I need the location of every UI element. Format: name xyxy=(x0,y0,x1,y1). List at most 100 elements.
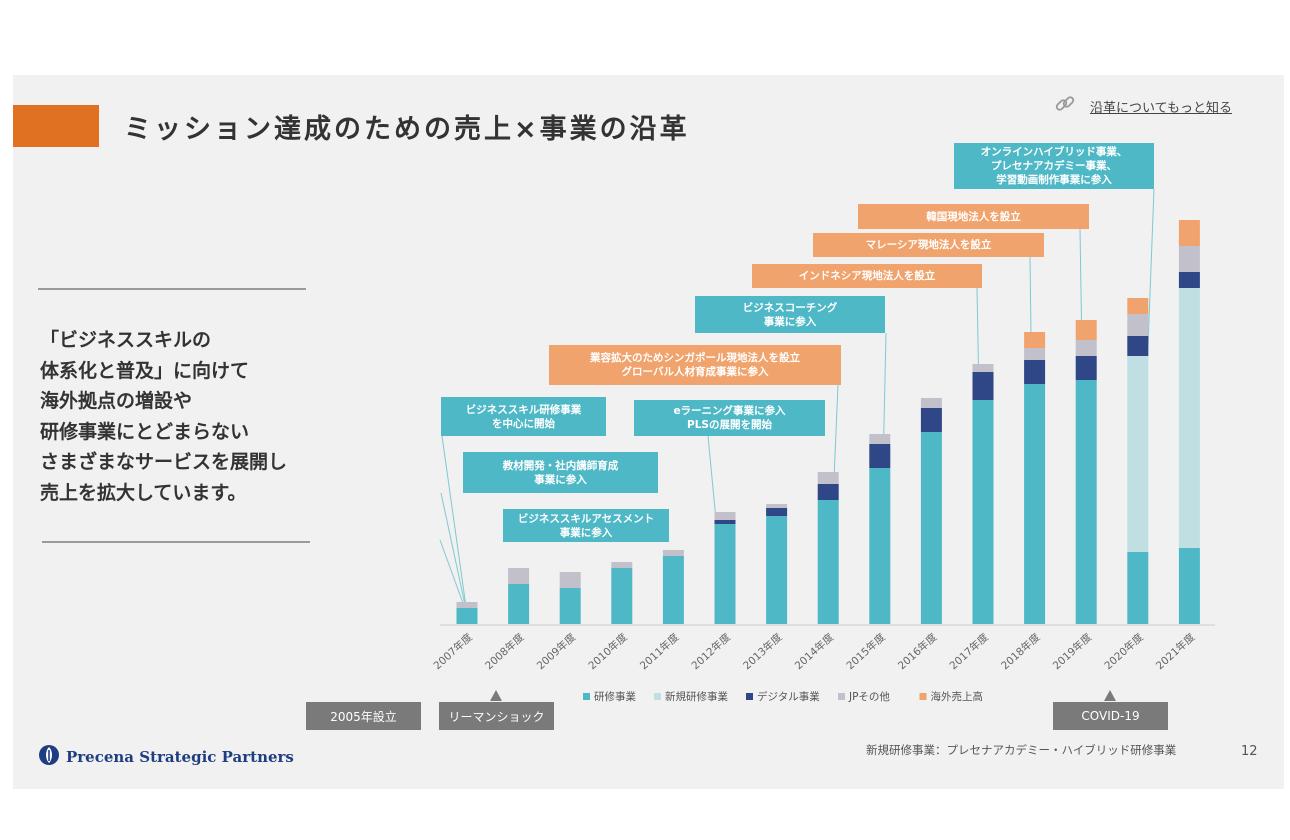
annotation-line: 事業に参入 xyxy=(763,315,817,328)
bar-segment xyxy=(1178,272,1200,288)
bar-segment xyxy=(714,524,736,624)
x-tick-label: 2009年度 xyxy=(534,630,579,672)
annotation-2014: 業容拡大のためシンガポール現地法人を設立 グローバル人材育成事業に参入 xyxy=(549,345,841,385)
timeline-box-lehman: リーマンショック xyxy=(439,702,554,730)
x-tick-label: 2013年度 xyxy=(740,630,785,672)
bar-segment xyxy=(817,472,839,484)
annotation-connector xyxy=(441,435,468,615)
legend-label: デジタル事業 xyxy=(757,690,820,703)
annotation-line: ビジネススキル研修事業 xyxy=(465,403,582,416)
link-icon xyxy=(1054,93,1076,119)
bar-segment xyxy=(817,500,839,624)
message-line: 「ビジネススキルの xyxy=(40,329,212,351)
annotation-2009: ビジネススキルアセスメント 事業に参入 xyxy=(503,509,669,542)
bar-segment xyxy=(1178,220,1200,246)
annotation-line: オンラインハイブリッド事業、 xyxy=(980,146,1128,158)
annotation-2018: マレーシア現地法人を設立 xyxy=(813,233,1044,257)
timeline-box-covid: COVID-19 xyxy=(1053,702,1168,730)
message-line: 海外拠点の増設や xyxy=(40,390,193,412)
x-tick-label: 2014年度 xyxy=(792,630,837,672)
annotation-line: ビジネスコーチング xyxy=(742,301,838,314)
annotation-line: を中心に開始 xyxy=(492,417,555,430)
legend-swatch xyxy=(583,693,590,700)
bar-segment xyxy=(456,608,478,624)
lehman-arrow xyxy=(490,690,502,701)
annotation-line: 韓国現地法人を設立 xyxy=(926,210,1021,223)
annotation-line: 事業に参入 xyxy=(534,473,587,486)
annotation-2020: オンラインハイブリッド事業、 プレセナアカデミー事業、 学習動画制作事業に参入 xyxy=(954,143,1154,189)
bar-segment xyxy=(869,468,891,624)
bar-segment xyxy=(508,568,530,584)
annotation-line: インドネシア現地法人を設立 xyxy=(798,270,936,282)
timeline-box-founded: 2005年設立 xyxy=(306,702,421,730)
x-tick-label: 2007年度 xyxy=(431,630,476,672)
message-line: さまざまなサービスを展開し xyxy=(40,451,288,473)
history-link-label[interactable]: 沿革についてもっと知る xyxy=(1090,100,1232,116)
x-tick-label: 2015年度 xyxy=(844,630,889,672)
annotation-2007: ビジネススキル研修事業 を中心に開始 xyxy=(441,397,606,436)
bar-segment xyxy=(1178,246,1200,272)
bar-segment xyxy=(920,408,942,432)
bar-segment xyxy=(1075,356,1097,380)
bar-segment xyxy=(1178,548,1200,624)
bar-segment xyxy=(1127,552,1149,624)
bar-segment xyxy=(611,562,633,568)
x-tick-label: 2011年度 xyxy=(637,630,682,672)
page-number: 12 xyxy=(1241,744,1258,759)
bar-segment xyxy=(1024,384,1046,624)
x-tick-label: 2017年度 xyxy=(947,630,992,672)
annotation-2017: インドネシア現地法人を設立 xyxy=(752,264,982,288)
divider-top xyxy=(38,288,306,290)
page-title: ミッション達成のための売上×事業の沿革 xyxy=(124,114,690,145)
annotation-2019: 韓国現地法人を設立 xyxy=(858,204,1089,229)
bar-segment xyxy=(1024,348,1046,360)
annotation-line: プレセナアカデミー事業、 xyxy=(991,160,1117,172)
bar-segment xyxy=(662,550,684,556)
title-accent-bar xyxy=(13,105,99,147)
history-link[interactable]: 沿革についてもっと知る xyxy=(1054,93,1232,119)
annotation-2008: 教材開発・社内講師育成 事業に参入 xyxy=(463,452,658,493)
bar-segment xyxy=(559,588,581,624)
legend-label: 海外売上高 xyxy=(931,690,984,703)
annotation-2012: eラーニング事業に参入 PLSの展開を開始 xyxy=(634,400,825,436)
message-line: 研修事業にとどまらない xyxy=(40,420,250,443)
legend-swatch xyxy=(746,693,753,700)
bar-segment xyxy=(920,398,942,408)
legend-swatch xyxy=(654,693,661,700)
bar-segment xyxy=(869,434,891,444)
message-line: 体系化と普及」に向けて xyxy=(40,359,250,382)
bar-segment xyxy=(1024,332,1046,348)
divider-bottom xyxy=(42,541,310,543)
x-tick-label: 2008年度 xyxy=(482,630,527,672)
bar-segment xyxy=(1127,356,1149,552)
bar-segment xyxy=(662,556,684,624)
bar-segment xyxy=(1075,320,1097,340)
x-tick-label: 2021年度 xyxy=(1153,630,1198,672)
bar-segment xyxy=(714,520,736,524)
bar-segment xyxy=(508,584,530,624)
legend-label: 新規研修事業 xyxy=(665,690,728,703)
bar-segment xyxy=(456,602,478,608)
legend-label: 研修事業 xyxy=(594,690,636,703)
bar-segment xyxy=(972,364,994,372)
legend-swatch xyxy=(919,693,927,700)
bar-segment xyxy=(1127,298,1149,314)
legend-label: JPその他 xyxy=(848,690,890,703)
x-tick-label: 2010年度 xyxy=(586,630,631,672)
bar-segment xyxy=(1178,288,1200,548)
bar-segment xyxy=(611,568,633,624)
annotation-2015: ビジネスコーチング 事業に参入 xyxy=(695,296,885,333)
annotation-line: グローバル人材育成事業に参入 xyxy=(621,366,769,378)
annotation-connector xyxy=(440,492,468,615)
bar-segment xyxy=(559,572,581,588)
x-tick-label: 2016年度 xyxy=(895,630,940,672)
bar-segment xyxy=(714,512,736,520)
x-tick-label: 2018年度 xyxy=(998,630,1043,672)
bar-segment xyxy=(972,400,994,624)
annotation-line: 業容拡大のためシンガポール現地法人を設立 xyxy=(590,352,800,364)
message-line: 売上を拡大しています。 xyxy=(40,481,247,504)
footnote: 新規研修事業：プレセナアカデミー・ハイブリッド研修事業 xyxy=(866,743,1177,757)
bar-segment xyxy=(1024,360,1046,384)
annotation-line: マレーシア現地法人を設立 xyxy=(865,239,992,251)
